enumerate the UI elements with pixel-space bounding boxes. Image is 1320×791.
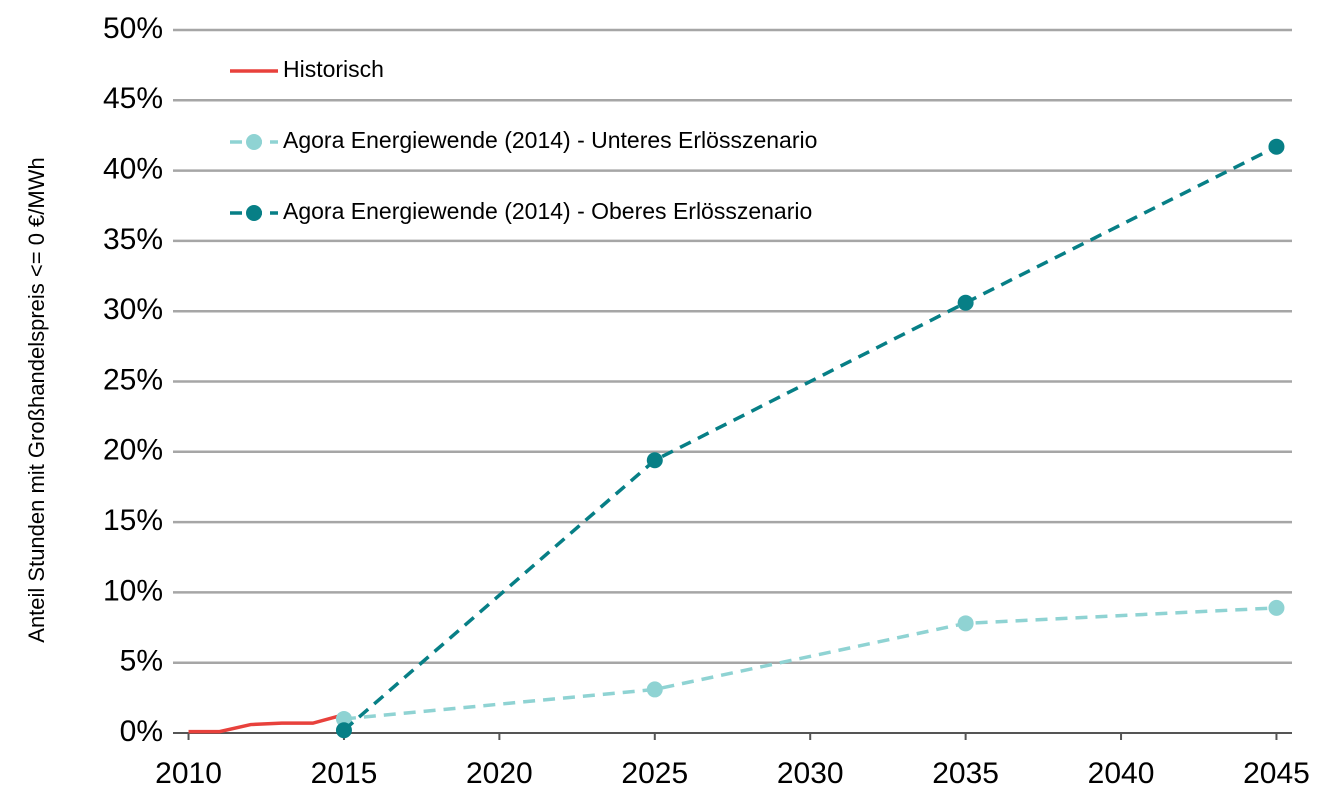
series-marker	[335, 710, 352, 727]
legend-marker	[246, 205, 262, 221]
series-marker	[646, 681, 663, 698]
series-line	[342, 145, 1278, 732]
series-marker	[957, 615, 974, 632]
series-marker	[1268, 138, 1285, 155]
x-tick-label: 2035	[932, 757, 999, 790]
legend-label: Agora Energiewende (2014) - Unteres Erlö…	[283, 127, 817, 153]
x-tick-label: 2020	[466, 757, 533, 790]
legend-label: Agora Energiewende (2014) - Oberes Erlös…	[283, 198, 812, 224]
y-tick-label: 40%	[103, 153, 163, 186]
series-line	[188, 713, 345, 734]
series-marker	[957, 294, 974, 311]
x-tick-label: 2030	[777, 757, 844, 790]
y-tick-label: 50%	[103, 12, 163, 45]
y-tick-label: 10%	[103, 574, 163, 607]
series-marker	[335, 722, 352, 739]
series-marker	[1268, 599, 1285, 616]
series-marker	[646, 452, 663, 469]
x-tick-label: 2025	[621, 757, 688, 790]
legend-marker	[246, 134, 262, 150]
x-tick-label: 2010	[155, 757, 222, 790]
y-tick-label: 20%	[103, 434, 163, 467]
y-tick-label: 15%	[103, 504, 163, 537]
x-tick-label: 2040	[1088, 757, 1155, 790]
series-line	[343, 606, 1277, 721]
x-tick-label: 2045	[1243, 757, 1310, 790]
y-tick-label: 35%	[103, 223, 163, 256]
y-tick-label: 5%	[120, 645, 163, 678]
legend-label: Historisch	[283, 56, 384, 82]
y-tick-label: 0%	[120, 715, 163, 748]
y-axis-label: Anteil Stunden mit Großhandelspreis <= 0…	[24, 157, 49, 642]
x-tick-label: 2015	[311, 757, 378, 790]
y-tick-label: 45%	[103, 82, 163, 115]
y-tick-label: 25%	[103, 363, 163, 396]
y-tick-label: 30%	[103, 293, 163, 326]
